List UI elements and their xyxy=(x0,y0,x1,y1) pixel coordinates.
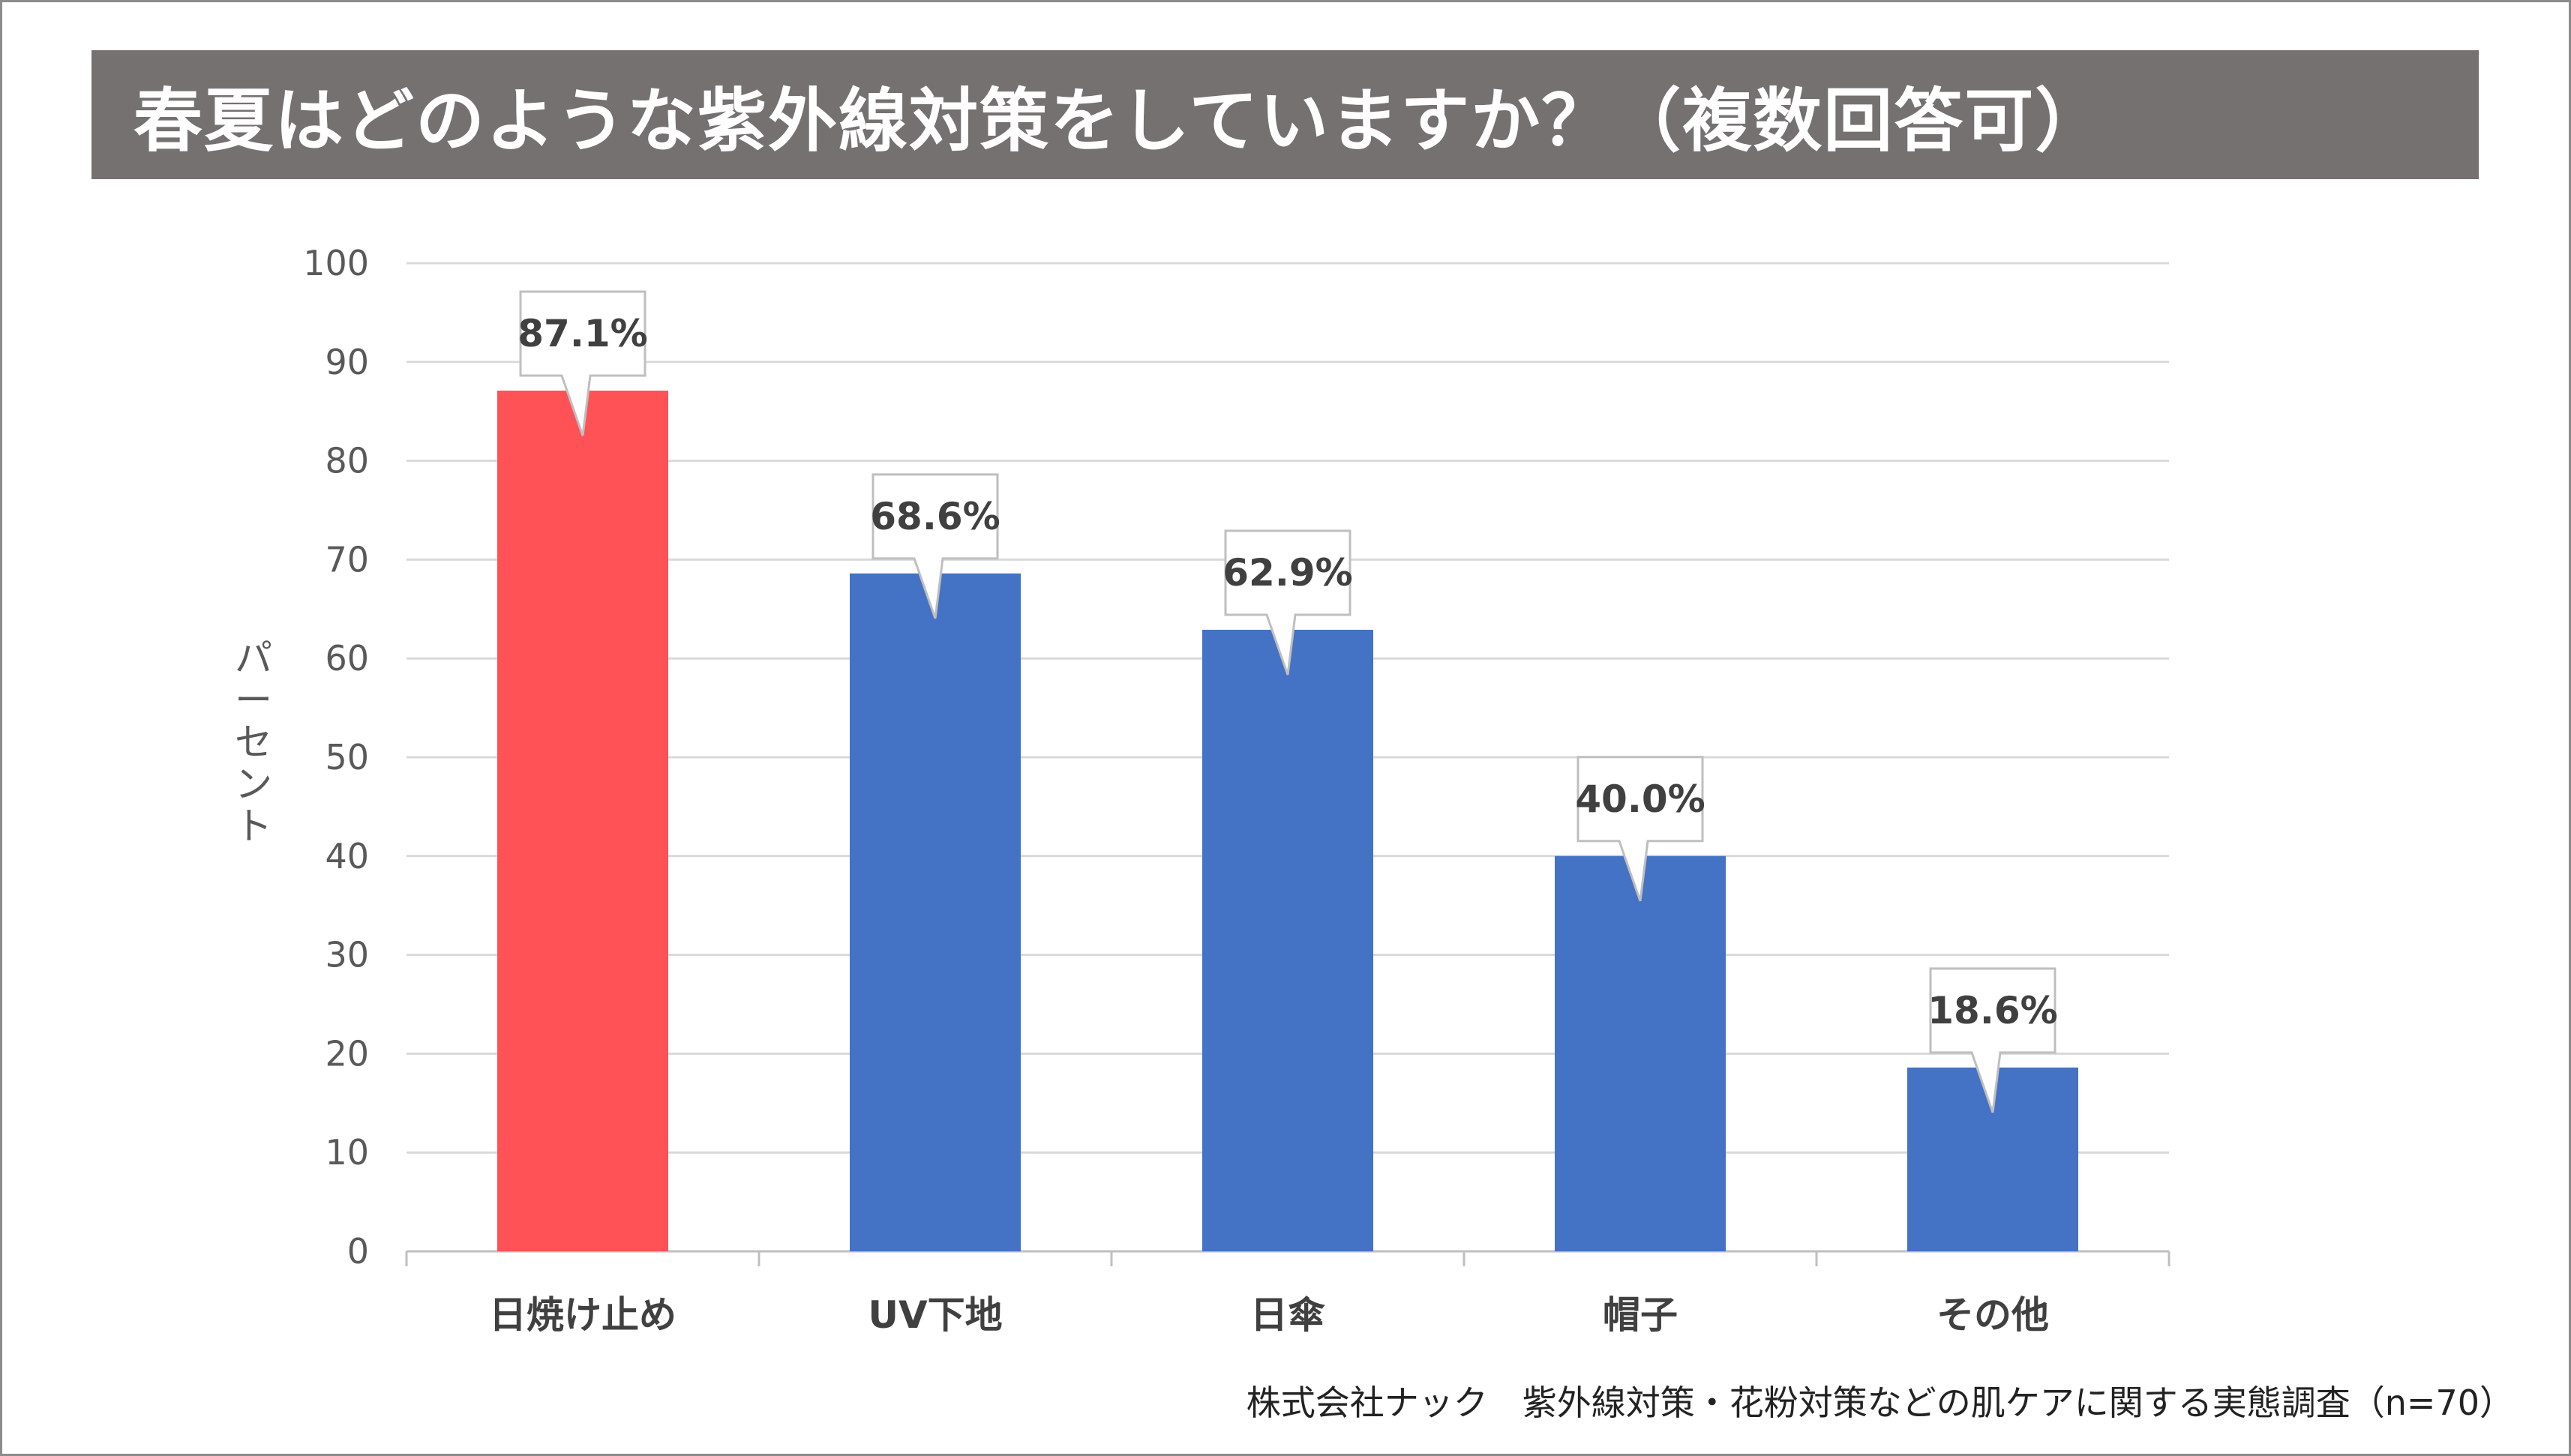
x-category-label: 帽子 xyxy=(1603,1293,1678,1337)
data-label: 87.1% xyxy=(518,312,647,355)
y-tick-label: 50 xyxy=(325,737,369,777)
y-tick-label: 40 xyxy=(325,836,369,876)
data-label: 62.9% xyxy=(1222,551,1352,595)
chart-title: 春夏はどのような紫外線対策をしていますか？（複数回答可） xyxy=(134,80,2106,161)
data-label-callout xyxy=(1576,756,1704,902)
data-label-callout xyxy=(519,290,646,436)
y-tick-label: 30 xyxy=(325,935,369,975)
y-axis-label: パーセント xyxy=(235,637,272,848)
y-tick-label: 70 xyxy=(325,539,369,580)
y-tick-label: 80 xyxy=(325,441,369,481)
y-tick-label: 10 xyxy=(325,1132,369,1173)
title-bar: 春夏はどのような紫外線対策をしていますか？（複数回答可） xyxy=(92,50,2479,179)
bar xyxy=(1555,855,1726,1251)
data-label: 40.0% xyxy=(1575,777,1705,821)
bar xyxy=(1202,629,1373,1251)
y-tick-label: 90 xyxy=(325,342,369,382)
data-label: 68.6% xyxy=(870,495,1000,538)
data-label-callout xyxy=(1224,529,1352,676)
x-category-label: UV下地 xyxy=(868,1293,1002,1337)
y-tick-label: 20 xyxy=(325,1033,369,1074)
data-label-callout xyxy=(872,473,999,619)
x-category-label: その他 xyxy=(1936,1293,2049,1337)
y-tick-label: 0 xyxy=(347,1231,369,1272)
bar xyxy=(850,573,1021,1251)
x-category-label: 日傘 xyxy=(1250,1293,1325,1337)
y-tick-label: 60 xyxy=(325,638,369,679)
bar xyxy=(497,391,668,1251)
data-label-callout xyxy=(1929,967,2056,1113)
source-footnote: 株式会社ナック 紫外線対策・花粉対策などの肌ケアに関する実態調査（n=70） xyxy=(1246,1383,2514,1423)
data-label: 18.6% xyxy=(1928,989,2057,1032)
y-tick-label: 100 xyxy=(303,243,369,283)
x-category-label: 日焼け止め xyxy=(489,1293,676,1337)
